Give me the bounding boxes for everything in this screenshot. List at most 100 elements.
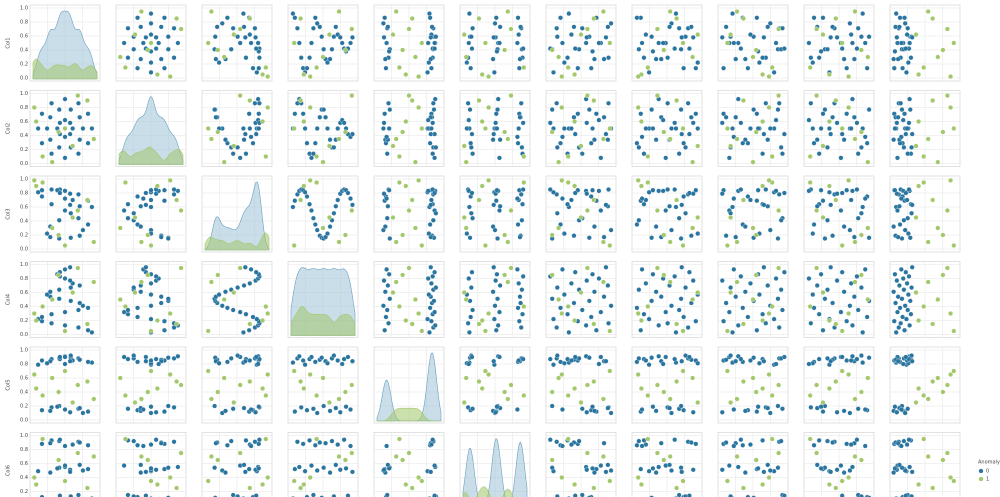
scatter-point bbox=[906, 187, 912, 192]
scatter-point bbox=[635, 475, 641, 480]
y-tick-label: 0.6 bbox=[20, 34, 28, 40]
scatter-point bbox=[384, 492, 390, 497]
scatter-point bbox=[547, 356, 553, 362]
scatter-point bbox=[724, 40, 730, 46]
scatter-point bbox=[428, 264, 434, 270]
scatter-point bbox=[754, 15, 760, 21]
scatter-point bbox=[138, 470, 144, 476]
scatter-point bbox=[426, 60, 432, 66]
scatter-point bbox=[430, 100, 436, 106]
scatter-point bbox=[645, 180, 651, 185]
scatter-point bbox=[221, 375, 227, 381]
scatter-point bbox=[807, 393, 813, 398]
scatter-point bbox=[726, 309, 732, 315]
scatter-point bbox=[776, 208, 782, 213]
scatter-point bbox=[658, 56, 664, 62]
scatter-point bbox=[669, 303, 674, 309]
scatter-point bbox=[916, 119, 922, 124]
scatter-point bbox=[325, 360, 330, 366]
scatter-point bbox=[482, 40, 488, 46]
scatter-point bbox=[641, 311, 647, 317]
scatter-point bbox=[635, 372, 641, 377]
scatter-point bbox=[67, 278, 73, 284]
scatter-point bbox=[327, 224, 333, 230]
scatter-point bbox=[307, 201, 313, 207]
scatter-point bbox=[138, 203, 144, 209]
scatter-point bbox=[907, 464, 913, 470]
scatter-point bbox=[516, 318, 522, 324]
scatter-point bbox=[49, 100, 55, 106]
scatter-point bbox=[433, 210, 439, 216]
scatter-point bbox=[125, 55, 131, 61]
scatter-point bbox=[676, 215, 682, 221]
scatter-point bbox=[897, 305, 903, 311]
scatter-point bbox=[518, 100, 524, 106]
scatter-point bbox=[479, 119, 485, 124]
scatter-point bbox=[349, 208, 355, 213]
scatter-point bbox=[572, 269, 578, 275]
scatter-point bbox=[237, 155, 243, 161]
scatter-point bbox=[654, 93, 660, 99]
scatter-point bbox=[649, 34, 655, 40]
scatter-point bbox=[688, 114, 694, 120]
scatter-point bbox=[591, 408, 597, 414]
scatter-point bbox=[811, 222, 817, 227]
scatter-point bbox=[171, 439, 177, 445]
scatter-point bbox=[940, 389, 946, 395]
scatter-point bbox=[754, 198, 760, 204]
scatter-point bbox=[638, 318, 644, 323]
scatter-point bbox=[40, 436, 46, 442]
scatter-point bbox=[252, 439, 258, 445]
scatter-point bbox=[839, 354, 845, 360]
scatter-point bbox=[314, 65, 320, 70]
scatter-point bbox=[433, 285, 439, 291]
scatter-point bbox=[646, 69, 652, 75]
scatter-point bbox=[600, 9, 606, 14]
scatter-point bbox=[740, 197, 746, 203]
scatter-point bbox=[317, 24, 323, 30]
scatter-point bbox=[907, 96, 913, 102]
scatter-point bbox=[165, 236, 171, 241]
scatter-point bbox=[260, 318, 266, 323]
scatter-point bbox=[549, 465, 555, 471]
scatter-point bbox=[948, 311, 954, 316]
scatter-point bbox=[721, 318, 727, 324]
scatter-point bbox=[331, 144, 337, 150]
scatter-point bbox=[178, 208, 184, 213]
scatter-point bbox=[769, 436, 775, 442]
scatter-point bbox=[470, 406, 476, 412]
scatter-point bbox=[862, 40, 868, 46]
scatter-point bbox=[753, 129, 759, 135]
scatter-point bbox=[70, 126, 76, 131]
scatter-point bbox=[427, 222, 433, 227]
scatter-point bbox=[894, 34, 900, 40]
scatter-point bbox=[862, 134, 868, 140]
scatter-point bbox=[940, 232, 946, 238]
scatter-point bbox=[559, 443, 565, 449]
scatter-point bbox=[695, 231, 701, 237]
scatter-point bbox=[733, 56, 739, 62]
scatter-point bbox=[833, 321, 839, 327]
scatter-point bbox=[814, 283, 820, 288]
scatter-point bbox=[62, 266, 68, 272]
scatter-point bbox=[425, 40, 431, 46]
scatter-point bbox=[855, 151, 861, 157]
scatter-point bbox=[161, 65, 167, 71]
scatter-point bbox=[153, 34, 159, 40]
scatter-point bbox=[740, 321, 746, 327]
scatter-point bbox=[174, 379, 180, 384]
scatter-point bbox=[806, 188, 812, 194]
scatter-point bbox=[858, 353, 864, 359]
scatter-point bbox=[645, 436, 651, 442]
scatter-point bbox=[317, 114, 323, 120]
y-tick-label: 0.4 bbox=[20, 48, 28, 54]
scatter-point bbox=[828, 469, 834, 475]
scatter-point bbox=[514, 407, 520, 412]
scatter-point bbox=[469, 131, 475, 137]
scatter-point bbox=[679, 469, 685, 475]
scatter-point bbox=[559, 177, 565, 183]
scatter-point bbox=[820, 215, 826, 220]
kde-area bbox=[462, 437, 528, 497]
scatter-point bbox=[816, 151, 822, 157]
scatter-point bbox=[349, 93, 355, 99]
